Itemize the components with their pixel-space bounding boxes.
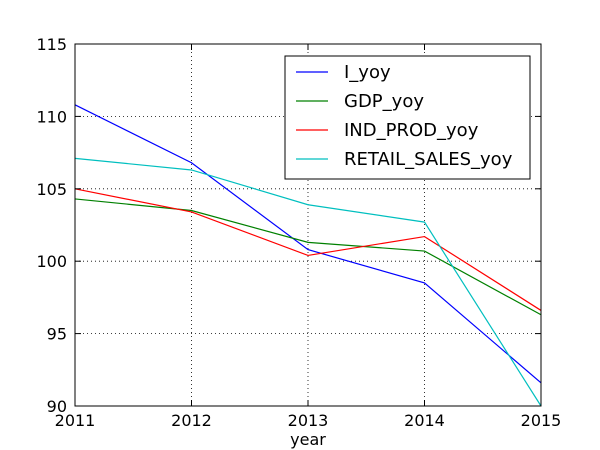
- y-tick-label: 100: [36, 252, 67, 271]
- legend-label-i-yoy: I_yoy: [344, 62, 391, 83]
- x-tick-label: 2013: [288, 411, 329, 430]
- series-line-retail-sales-yoy: [74, 157, 542, 407]
- x-tick-label: 2014: [404, 411, 445, 430]
- y-tick-label: 105: [36, 180, 67, 199]
- y-tick-label: 95: [47, 325, 67, 344]
- y-tick-label: 110: [36, 107, 67, 126]
- x-axis: 2011 2012 2013 2014 2015: [55, 44, 562, 430]
- series-layer: [74, 104, 542, 407]
- series-line-gdp-yoy: [74, 198, 542, 316]
- legend: I_yoy GDP_yoy IND_PROD_yoy RETAIL_SALES_yoy: [284, 55, 531, 180]
- legend-label-retail-sales-yoy: RETAIL_SALES_yoy: [344, 149, 513, 170]
- y-tick-label: 90: [47, 397, 67, 416]
- series-line-ind-prod-yoy: [74, 188, 542, 311]
- x-tick-label: 2015: [521, 411, 562, 430]
- legend-label-gdp-yoy: GDP_yoy: [344, 91, 424, 112]
- y-tick-label: 115: [36, 35, 67, 54]
- x-tick-label: 2012: [171, 411, 212, 430]
- series-line-i-yoy: [74, 104, 542, 384]
- legend-label-ind-prod-yoy: IND_PROD_yoy: [344, 120, 479, 141]
- x-axis-title: year: [290, 430, 326, 449]
- y-axis: 90 95 100 105 110 115: [36, 35, 541, 416]
- x-tick-label: 2011: [55, 411, 96, 430]
